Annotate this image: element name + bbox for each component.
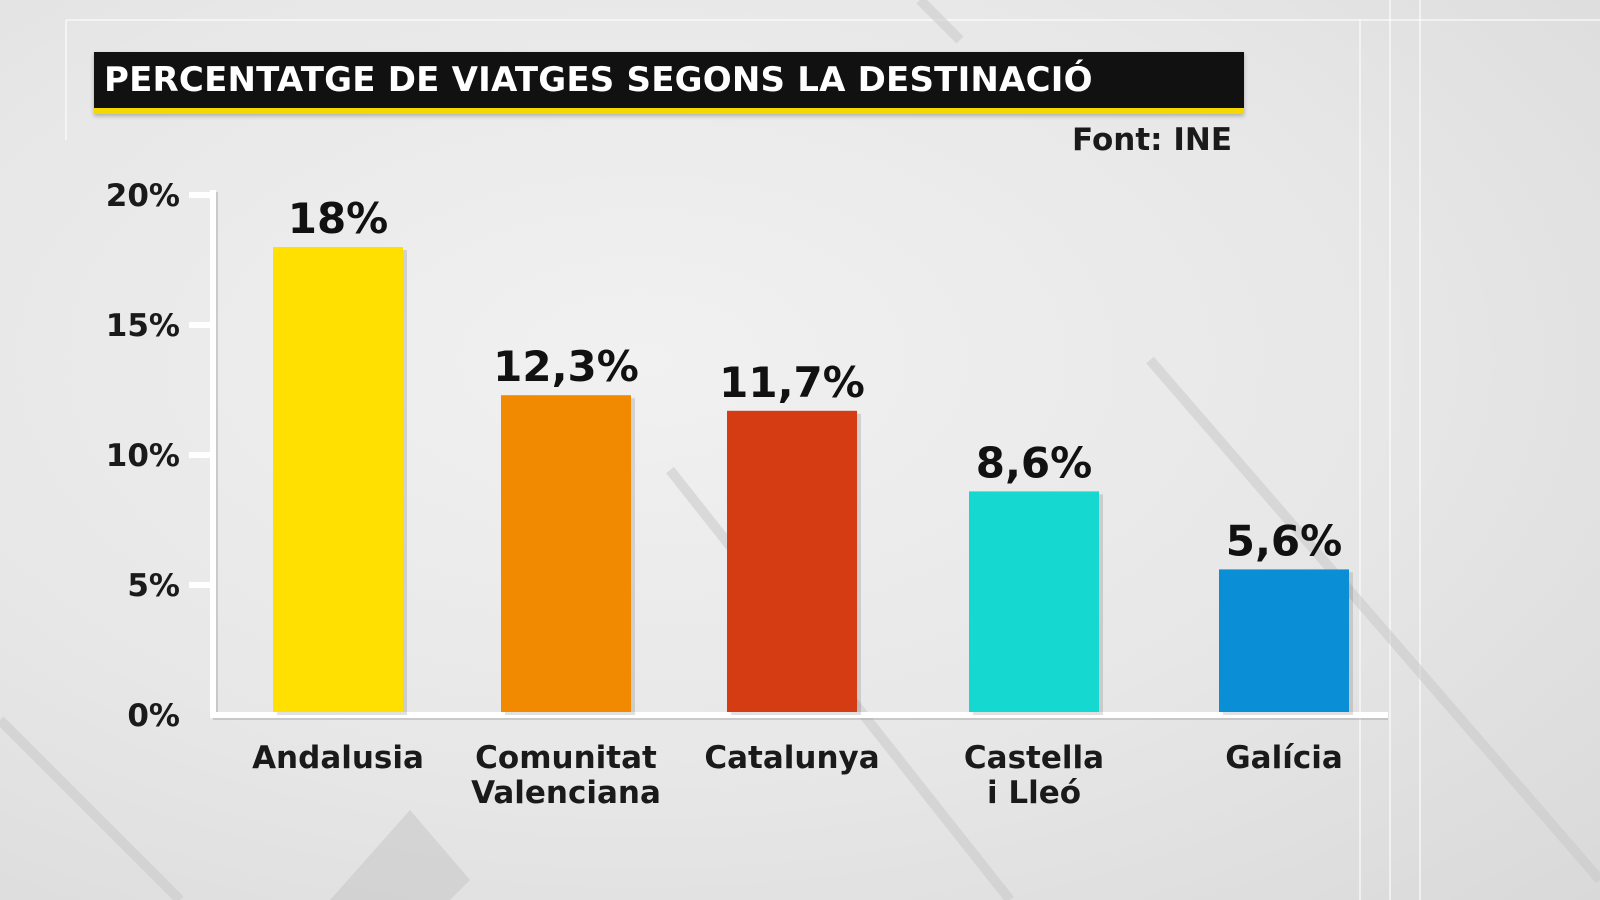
category-label: i Lleó [987,775,1081,811]
y-tick-label: 15% [106,308,180,344]
chart-title-bar: PERCENTATGE DE VIATGES SEGONS LA DESTINA… [94,52,1244,114]
category-label: Andalusia [252,740,424,776]
data-label: 5,6% [1226,516,1342,565]
category-label: Galícia [1225,740,1343,776]
source-label: Font: INE [1072,122,1232,158]
y-tick-label: 10% [106,438,180,474]
bar-2 [501,395,631,712]
category-label: Comunitat [475,740,657,776]
y-tick-label: 20% [106,178,180,214]
y-tick-label: 0% [127,698,180,734]
chart-title: PERCENTATGE DE VIATGES SEGONS LA DESTINA… [104,60,1093,100]
category-label: Valenciana [471,775,661,811]
bar-3 [727,410,857,712]
y-tick-label: 5% [127,568,180,604]
data-label: 18% [288,194,389,243]
bar-4 [969,491,1099,712]
bar-1 [273,247,403,712]
data-label: 8,6% [976,438,1092,487]
data-label: 11,7% [719,358,865,407]
bar-5 [1219,569,1349,712]
data-label: 12,3% [493,342,639,391]
category-label: Castella [964,740,1104,776]
category-label: Catalunya [704,740,879,776]
